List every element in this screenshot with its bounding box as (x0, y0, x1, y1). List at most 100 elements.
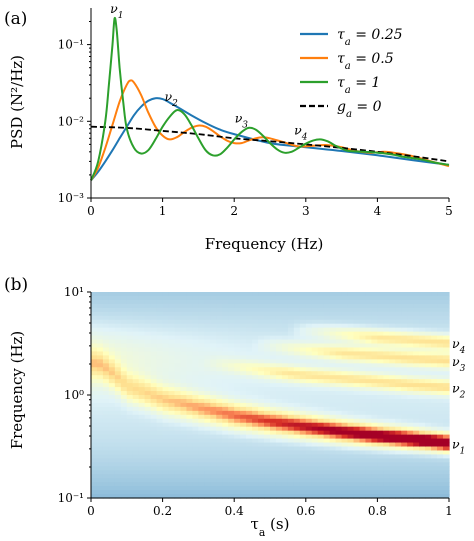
heatmap-cell (299, 418, 307, 424)
heatmap-cell (234, 315, 241, 321)
heatmap-cell (114, 303, 122, 309)
heatmap-cell (275, 359, 283, 364)
heatmap-cell (228, 351, 235, 356)
heatmap-cell (144, 418, 152, 424)
heatmap-cell (186, 410, 194, 416)
heatmap-cell (335, 351, 343, 356)
heatmap-cell (120, 295, 128, 301)
heatmap-cell (174, 466, 182, 471)
heatmap-cell (401, 383, 408, 388)
heatmap-cell (174, 383, 182, 388)
heatmap-cell (353, 438, 361, 444)
heatmap-cell (138, 438, 146, 444)
heatmap-cell (347, 462, 355, 467)
heatmap-cell (389, 327, 396, 333)
heatmap-cell (347, 422, 355, 428)
heatmap-cell (437, 474, 444, 479)
heatmap-cell (359, 331, 367, 337)
heatmap-cell (144, 327, 152, 333)
heatmap-cell (347, 490, 355, 495)
heatmap-cell (353, 355, 361, 360)
heatmap-cell (126, 426, 134, 432)
heatmap-cell (335, 430, 343, 436)
heatmap-cell (198, 371, 205, 376)
heatmap-cell (96, 343, 104, 349)
heatmap-cell (91, 414, 98, 420)
heatmap-cell (138, 482, 146, 487)
heatmap-cell (443, 490, 450, 495)
heatmap-cell (329, 462, 337, 467)
heatmap-cell (335, 371, 343, 376)
heatmap-cell (198, 315, 205, 321)
heatmap-cell (204, 371, 211, 376)
heatmap-cell (395, 331, 402, 337)
heatmap-cell (198, 327, 205, 333)
heatmap-cell (389, 398, 396, 404)
heatmap-cell (293, 462, 301, 467)
heatmap-cell (329, 303, 337, 309)
heatmap-cell (216, 391, 223, 396)
heatmap-cell (126, 450, 134, 456)
heatmap-cell (365, 414, 373, 420)
heatmap-cell (317, 292, 325, 297)
heatmap-cell (204, 319, 211, 325)
heatmap-cell (264, 418, 271, 424)
heatmap-cell (270, 450, 277, 456)
heatmap-cell (371, 426, 378, 432)
heatmap-cell (281, 371, 289, 376)
heatmap-cell (168, 486, 176, 491)
heatmap-cell (132, 331, 140, 337)
heatmap-cell (347, 470, 355, 475)
heatmap-cell (383, 319, 390, 325)
heatmap-cell (293, 383, 301, 388)
heatmap-cell (419, 418, 426, 424)
heatmap-cell (383, 442, 390, 448)
heatmap-cell (281, 478, 289, 483)
heatmap-cell (443, 398, 450, 404)
heatmap-cell (281, 482, 289, 487)
heatmap-cell (198, 466, 205, 471)
heatmap-cell (96, 442, 104, 448)
heatmap-cell (168, 335, 176, 341)
heatmap-cell (359, 343, 367, 349)
heatmap-cell (299, 466, 307, 471)
heatmap-cell (132, 379, 140, 384)
heatmap-cell (186, 319, 194, 325)
heatmap-cell (228, 387, 235, 392)
heatmap-cell (443, 355, 450, 360)
heatmap-cell (180, 434, 188, 440)
heatmap-cell (156, 418, 164, 424)
heatmap-cell (323, 422, 331, 428)
heatmap-cell (383, 494, 390, 499)
heatmap-cell (395, 466, 402, 471)
heatmap-cell (437, 482, 444, 487)
heatmap-cell (144, 292, 152, 297)
tau-axis-label: τa (s) (251, 515, 290, 539)
heatmap-cell (210, 418, 217, 424)
heatmap-cell (425, 482, 432, 487)
heatmap-cell (126, 391, 134, 396)
heatmap-cell (377, 430, 384, 436)
heatmap-cell (91, 395, 98, 400)
legend-label-3: ga = 0 (337, 99, 382, 120)
heatmap-cell (329, 292, 337, 297)
heatmap-cell (443, 422, 450, 428)
heatmap-cell (419, 395, 426, 400)
heatmap-cell (407, 395, 414, 400)
heatmap-cell (210, 343, 217, 349)
heatmap-cell (132, 292, 140, 297)
heatmap-cell (222, 402, 229, 408)
heatmap-cell (120, 343, 128, 349)
heatmap-cell (359, 323, 367, 329)
heatmap-cell (186, 490, 194, 495)
heatmap-cell (102, 442, 110, 448)
heatmap-cell (120, 383, 128, 388)
heatmap-cell (216, 494, 223, 499)
heatmap-cell (431, 486, 438, 491)
heatmap-cell (102, 450, 110, 456)
heatmap-cell (431, 375, 438, 380)
heatmap-cell (132, 371, 140, 376)
heatmap-cell (150, 343, 158, 349)
heatmap-cell (317, 319, 325, 325)
